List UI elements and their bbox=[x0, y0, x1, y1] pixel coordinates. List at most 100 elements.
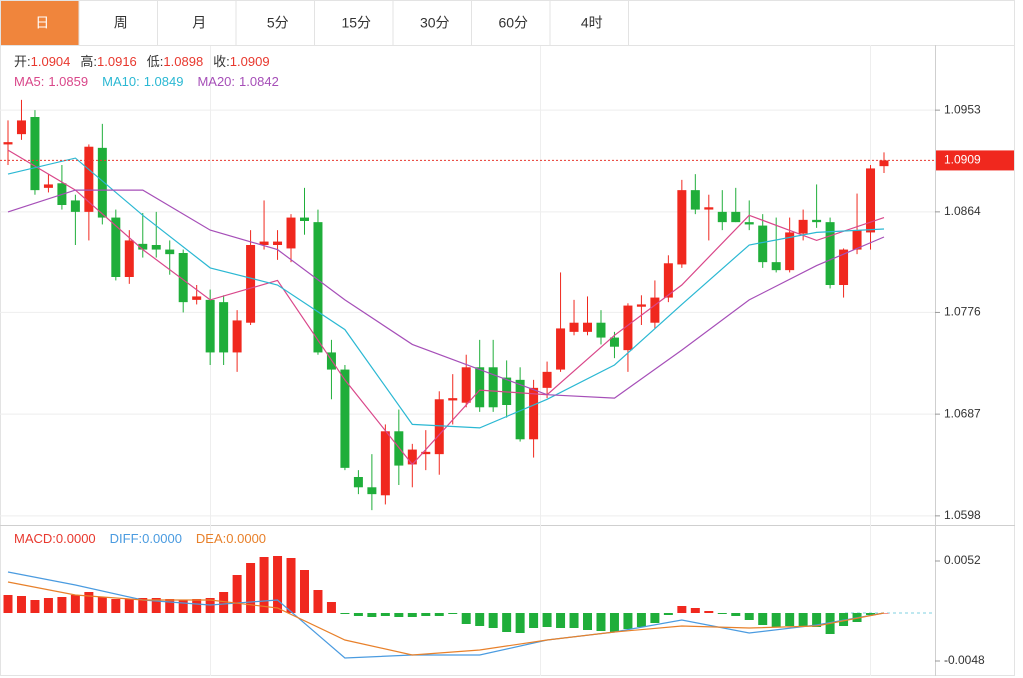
candle-body bbox=[434, 399, 444, 455]
candle-body bbox=[515, 379, 525, 440]
tab-label[interactable]: 30分 bbox=[420, 15, 450, 31]
last-price-label: 1.0909 bbox=[944, 153, 981, 167]
y-tick-label: 1.0687 bbox=[944, 406, 981, 420]
macd-bar bbox=[97, 597, 107, 613]
macd-bar bbox=[744, 613, 754, 620]
macd-bar bbox=[394, 613, 404, 617]
candle-body bbox=[367, 487, 377, 495]
macd-bar bbox=[151, 598, 161, 613]
last-price-tag bbox=[936, 150, 1014, 171]
indicator-label: DIFF: bbox=[110, 531, 143, 546]
macd-bar bbox=[704, 611, 714, 613]
macd-bar bbox=[326, 602, 336, 613]
macd-bar bbox=[731, 613, 741, 616]
macd-bar bbox=[677, 606, 687, 613]
candle-body bbox=[677, 190, 687, 265]
tab-label[interactable]: 15分 bbox=[341, 15, 371, 31]
macd-bar bbox=[515, 613, 525, 633]
tab-label[interactable]: 60分 bbox=[498, 15, 528, 31]
y-tick-label: 1.0598 bbox=[944, 508, 981, 522]
tab-label[interactable]: 4时 bbox=[581, 15, 603, 31]
candle-body bbox=[542, 371, 552, 388]
candle-body bbox=[70, 200, 80, 212]
y-tick-label: -0.0048 bbox=[944, 653, 985, 667]
tab[interactable] bbox=[549, 0, 629, 46]
candle-body bbox=[165, 249, 175, 255]
tab[interactable] bbox=[392, 0, 472, 46]
tab[interactable] bbox=[78, 0, 158, 46]
ma-value: 1.0859 bbox=[48, 74, 88, 89]
tab-label[interactable]: 日 bbox=[35, 15, 49, 31]
indicator-line bbox=[7, 149, 885, 466]
macd-bar bbox=[448, 613, 458, 614]
candle-body bbox=[232, 320, 242, 353]
tab-label[interactable]: 月 bbox=[192, 15, 206, 31]
candle-body bbox=[178, 253, 188, 303]
ohlc-header: 开:1.0904 高:1.0916 低:1.0898 收:1.0909 bbox=[14, 54, 270, 69]
candle-body bbox=[879, 160, 889, 167]
candle-body bbox=[717, 211, 727, 223]
macd-bar bbox=[219, 592, 229, 613]
ma-value: 1.0842 bbox=[239, 74, 279, 89]
candle-body bbox=[731, 211, 741, 223]
tab-label[interactable]: 周 bbox=[114, 15, 128, 31]
tab[interactable] bbox=[157, 0, 237, 46]
candle-body bbox=[744, 222, 754, 225]
macd-bar bbox=[771, 613, 781, 627]
candle-body bbox=[852, 230, 862, 250]
candle-body bbox=[663, 263, 673, 298]
macd-bar bbox=[636, 613, 646, 627]
indicator-label: DEA: bbox=[196, 531, 226, 546]
macd-bar bbox=[502, 613, 512, 632]
candle-body bbox=[97, 147, 107, 218]
candle-body bbox=[866, 168, 876, 233]
macd-bar bbox=[57, 597, 67, 613]
candle-body bbox=[636, 304, 646, 307]
macd-bar bbox=[299, 570, 309, 613]
candle-body bbox=[771, 262, 781, 271]
candle-body bbox=[502, 377, 512, 405]
candle-body bbox=[16, 120, 26, 135]
ma-header: MA5: 1.0859 MA10: 1.0849 MA20: 1.0842 bbox=[14, 74, 279, 89]
macd-label: MACD: bbox=[14, 531, 56, 546]
macd-bar bbox=[138, 598, 148, 613]
indicator-line bbox=[7, 157, 885, 429]
macd-bar bbox=[165, 599, 175, 613]
ohlc-value: 1.0898 bbox=[163, 54, 203, 69]
macd-bar bbox=[367, 613, 377, 617]
macd-bar bbox=[421, 613, 431, 616]
tab[interactable] bbox=[0, 0, 80, 46]
ohlc-value: 1.0909 bbox=[230, 54, 270, 69]
macd-bar bbox=[812, 613, 822, 627]
ohlc-label: 高: bbox=[80, 54, 97, 69]
ma-value: 1.0849 bbox=[144, 74, 184, 89]
macd-bar bbox=[556, 613, 566, 628]
candle-body bbox=[353, 477, 363, 488]
candle-body bbox=[785, 232, 795, 271]
y-tick-label: 1.0864 bbox=[944, 204, 981, 218]
macd-bar bbox=[43, 598, 53, 613]
macd-bar bbox=[609, 613, 619, 632]
candle-body bbox=[421, 451, 431, 455]
ohlc-label: 收: bbox=[213, 54, 230, 69]
macd-bar bbox=[178, 600, 188, 613]
candle-body bbox=[205, 299, 215, 353]
candle-body bbox=[3, 142, 13, 145]
macd-bar bbox=[3, 595, 13, 613]
candle-body bbox=[623, 305, 633, 351]
macd-bar bbox=[529, 613, 539, 628]
indicator-line bbox=[7, 571, 885, 659]
macd-bar bbox=[488, 613, 498, 628]
macd-bar bbox=[542, 613, 552, 627]
macd-bar bbox=[663, 613, 673, 615]
y-tick-label: 1.0953 bbox=[944, 102, 981, 116]
tab-label[interactable]: 5分 bbox=[267, 15, 289, 31]
tab[interactable] bbox=[314, 0, 394, 46]
tab[interactable] bbox=[235, 0, 315, 46]
macd-bar bbox=[380, 613, 390, 616]
candle-body bbox=[380, 431, 390, 496]
macd-bar bbox=[407, 613, 417, 617]
macd-bar bbox=[30, 600, 40, 613]
